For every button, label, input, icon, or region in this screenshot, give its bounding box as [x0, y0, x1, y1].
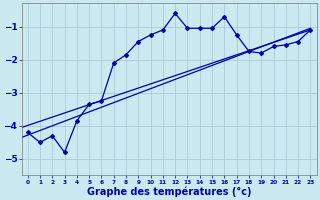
X-axis label: Graphe des températures (°c): Graphe des températures (°c): [87, 186, 251, 197]
